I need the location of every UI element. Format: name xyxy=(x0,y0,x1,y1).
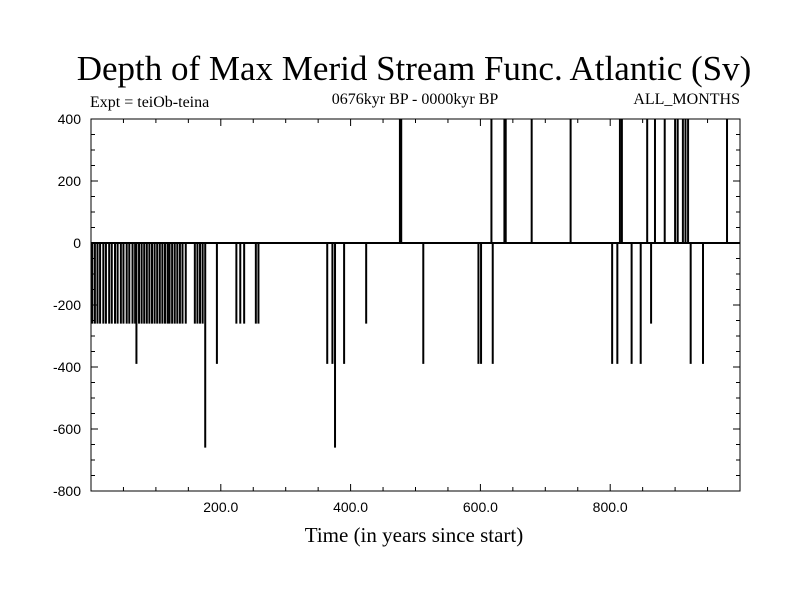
y-tick-label-2: 0 xyxy=(73,235,81,251)
months-label: ALL_MONTHS xyxy=(633,91,740,108)
x-tick-label-0: 200.0 xyxy=(203,499,238,515)
x-axis-label: Time (in years since start) xyxy=(305,523,524,547)
chart-title: Depth of Max Merid Stream Func. Atlantic… xyxy=(77,49,752,88)
axes: 400 200 0 -200 -400 -600 -800 200.0 400.0 600.0 80… xyxy=(53,111,740,515)
x-tick-label-3: 800.0 xyxy=(593,499,628,515)
y-tick-label-4: -400 xyxy=(53,359,81,375)
data-series xyxy=(91,119,729,448)
plot-frame xyxy=(90,118,741,492)
time-range-label: 0676kyr BP - 0000kyr BP xyxy=(332,91,499,108)
y-tick-label-3: -200 xyxy=(53,297,81,313)
x-tick-label-2: 600.0 xyxy=(463,499,498,515)
x-tick-label-1: 400.0 xyxy=(333,499,368,515)
y-tick-label-1: 200 xyxy=(58,173,82,189)
experiment-label: Expt = teiOb-teina xyxy=(90,94,209,111)
y-tick-label-5: -600 xyxy=(53,421,81,437)
y-tick-label-0: 400 xyxy=(58,111,82,127)
y-tick-label-6: -800 xyxy=(53,483,81,499)
